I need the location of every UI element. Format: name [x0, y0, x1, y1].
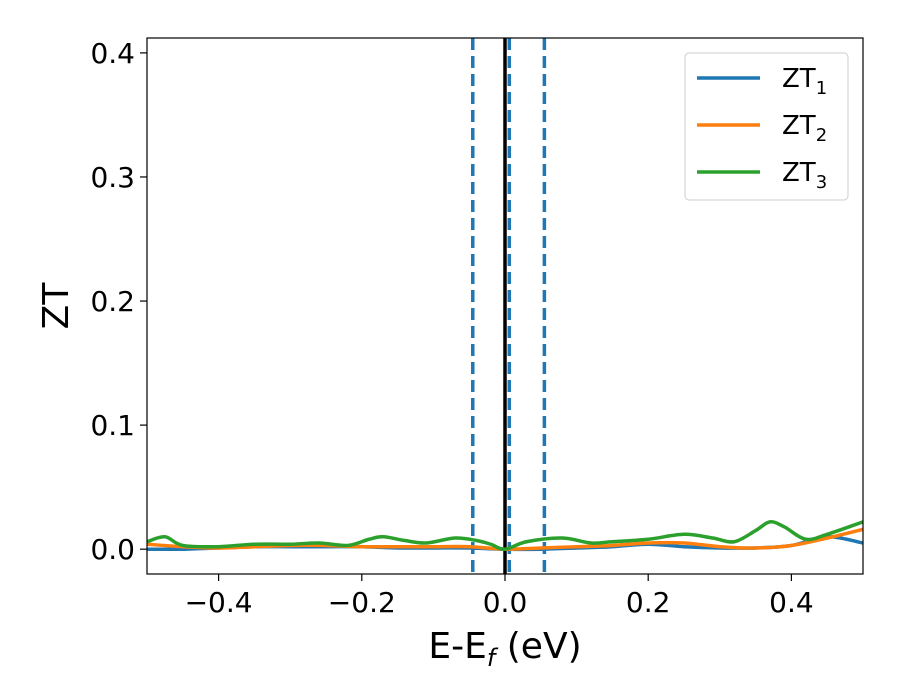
- x-axis-label-main: E-E: [428, 626, 486, 667]
- legend-box: [684, 52, 849, 201]
- x-axis-ticks: −0.4 −0.2 0.0 0.2 0.4: [185, 574, 814, 619]
- vertical-lines: [471, 38, 547, 574]
- y-axis-ticks: 0.0 0.1 0.2 0.3 0.4: [90, 37, 147, 566]
- series-lines: [147, 520, 863, 552]
- y-axis-label: ZT: [36, 282, 77, 330]
- legend-label-zt1: ZT1: [782, 64, 827, 99]
- x-axis-label-unit: (eV): [495, 626, 581, 667]
- x-tick-label: 0.0: [483, 586, 528, 619]
- legend-label-zt2: ZT2: [782, 111, 827, 146]
- x-tick-label: −0.4: [185, 586, 253, 619]
- x-tick-label: 0.4: [769, 586, 814, 619]
- y-tick-label: 0.1: [90, 409, 135, 442]
- x-tick-label: −0.2: [328, 586, 396, 619]
- y-tick-label: 0.0: [90, 533, 135, 566]
- y-tick-label: 0.3: [90, 161, 135, 194]
- y-tick-label: 0.4: [90, 37, 135, 70]
- series-line-zt3: [147, 520, 863, 551]
- x-tick-label: 0.2: [626, 586, 671, 619]
- x-axis-label: E-Ef (eV): [428, 626, 581, 672]
- legend: ZT1 ZT2 ZT3: [684, 52, 849, 201]
- y-tick-label: 0.2: [90, 285, 135, 318]
- legend-label-zt3: ZT3: [782, 158, 827, 193]
